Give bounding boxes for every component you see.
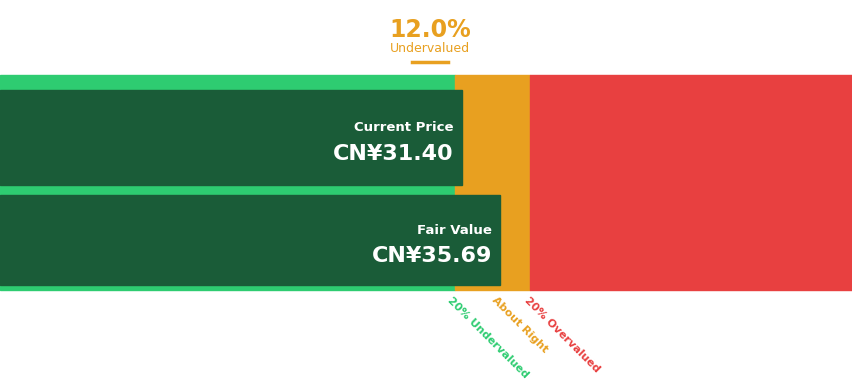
Text: 12.0%: 12.0% (389, 18, 470, 42)
Bar (529, 75, 852, 290)
Text: Current Price: Current Price (354, 121, 453, 134)
Text: 20% Undervalued: 20% Undervalued (446, 295, 530, 380)
Bar (0, 75, 454, 290)
Text: CN¥35.69: CN¥35.69 (371, 246, 492, 266)
Text: Undervalued: Undervalued (389, 42, 469, 55)
Text: Fair Value: Fair Value (417, 223, 492, 236)
Text: CN¥31.40: CN¥31.40 (333, 144, 453, 163)
Bar (454, 75, 529, 290)
Bar (0, 195, 499, 285)
Text: About Right: About Right (489, 295, 549, 355)
Bar (0, 90, 462, 185)
Text: 20% Overvalued: 20% Overvalued (522, 295, 602, 374)
